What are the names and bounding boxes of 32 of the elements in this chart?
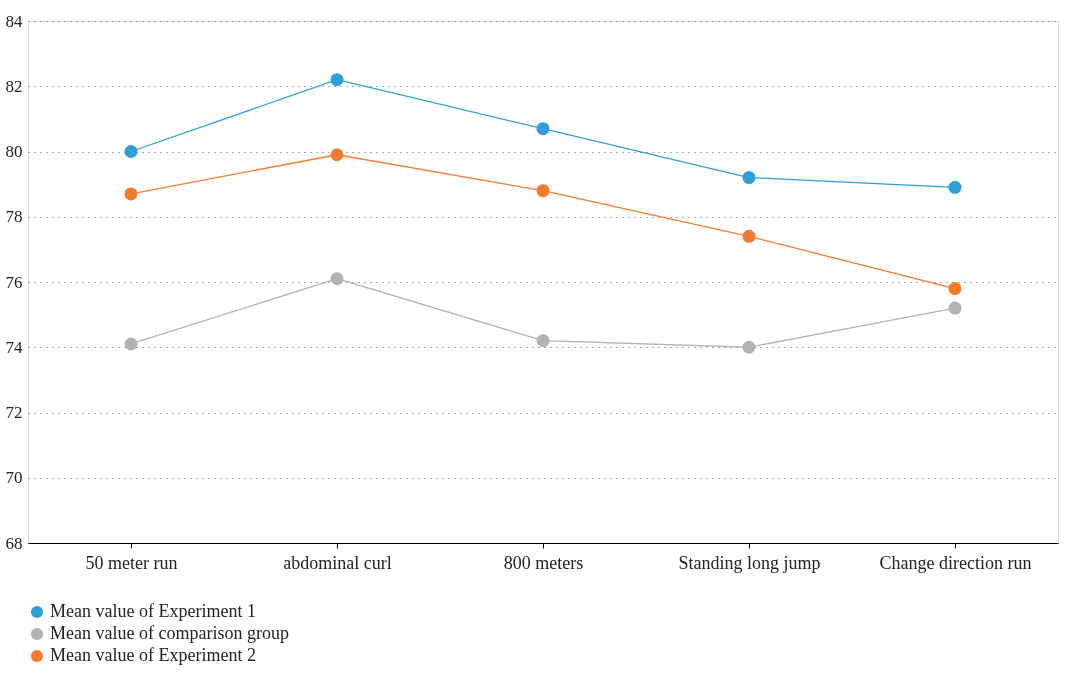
y-tick-label: 84 bbox=[5, 11, 23, 31]
y-tick-label: 70 bbox=[5, 468, 23, 488]
y-tick-label: 78 bbox=[5, 207, 23, 227]
x-tick-label: Standing long jump bbox=[678, 552, 821, 573]
x-tick-label: Change direction run bbox=[879, 552, 1032, 573]
y-tick-label: 82 bbox=[5, 76, 23, 96]
x-tick-label: 800 meters bbox=[503, 552, 584, 573]
legend-label: Mean value of Experiment 2 bbox=[50, 645, 256, 665]
x-tick-label: 50 meter run bbox=[85, 552, 178, 573]
point bbox=[536, 334, 550, 348]
x-tick-label: abdominal curl bbox=[283, 552, 392, 573]
y-tick-label: 76 bbox=[5, 272, 23, 292]
point bbox=[124, 144, 138, 159]
y-tick-label: 68 bbox=[5, 533, 23, 553]
point bbox=[536, 122, 550, 136]
y-tick-label: 74 bbox=[5, 337, 23, 357]
point bbox=[948, 301, 962, 315]
y-tick-label: 72 bbox=[5, 403, 23, 422]
point bbox=[742, 229, 756, 243]
point bbox=[124, 337, 138, 351]
legend-label: Mean value of Experiment 1 bbox=[50, 601, 256, 621]
point bbox=[948, 180, 962, 194]
point bbox=[124, 187, 138, 201]
point bbox=[536, 184, 550, 198]
point bbox=[330, 73, 344, 87]
point bbox=[948, 282, 962, 296]
point bbox=[742, 340, 756, 354]
point bbox=[330, 272, 344, 286]
legend-label: Mean value of comparison group bbox=[50, 623, 289, 643]
point bbox=[330, 148, 344, 162]
y-tick-label: 80 bbox=[5, 142, 23, 161]
point bbox=[742, 171, 756, 185]
